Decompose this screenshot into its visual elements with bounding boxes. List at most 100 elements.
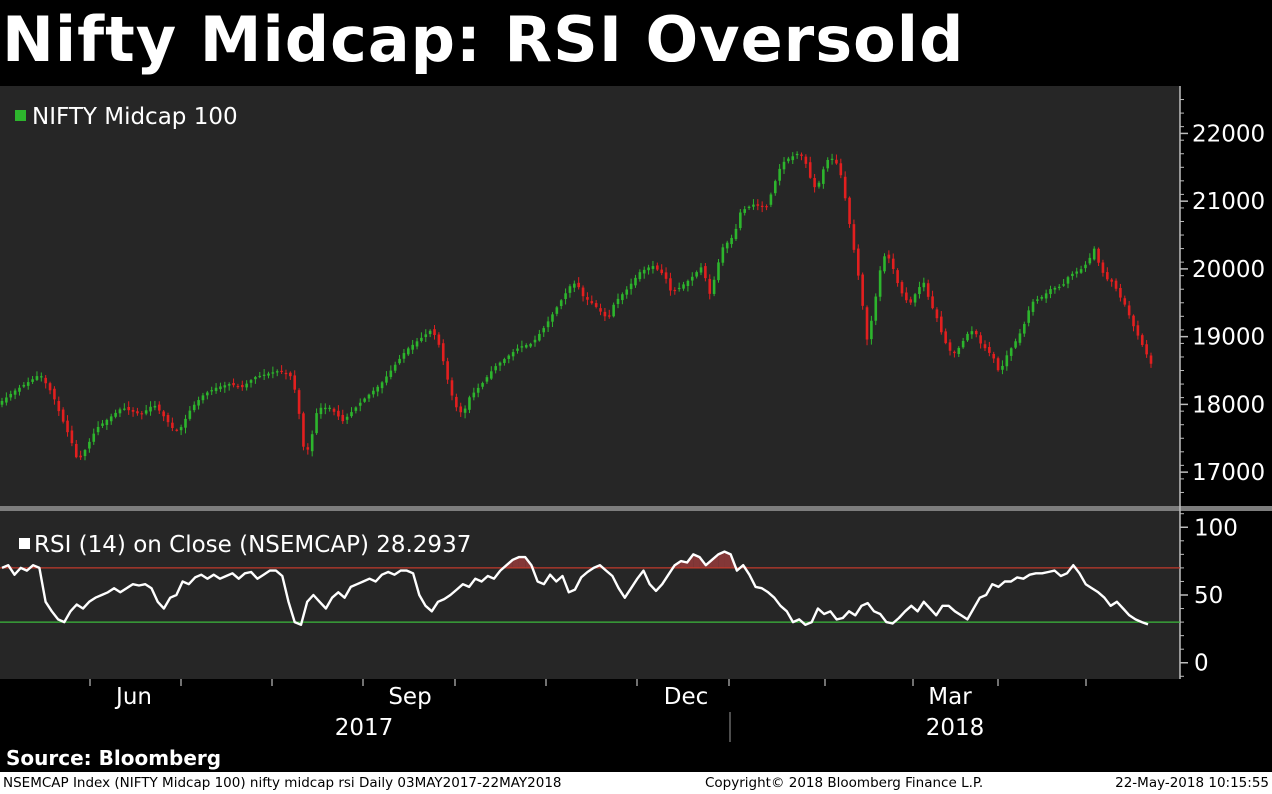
candle-body (677, 287, 681, 290)
candle-body (74, 443, 78, 458)
candle-body (546, 321, 550, 328)
page-title: Nifty Midcap: RSI Oversold (2, 3, 965, 76)
candle-body (717, 262, 720, 281)
legend-swatch-green (15, 110, 26, 121)
candle-body (131, 409, 135, 412)
candle-body (494, 366, 497, 371)
candle-body (96, 426, 100, 433)
candle-body (389, 370, 393, 377)
candle-body (1040, 297, 1044, 299)
candle-body (690, 276, 694, 281)
candle-body (214, 387, 218, 392)
candle-body (61, 409, 65, 422)
candle-body (35, 376, 39, 380)
candle-body (642, 269, 646, 274)
rsi-legend[interactable]: RSI (14) on Close (NSEMCAP) 28.2937 (19, 532, 471, 558)
candle-body (822, 169, 825, 184)
candle-body (918, 287, 921, 295)
candle-body (830, 158, 834, 160)
candle-body (1057, 286, 1061, 288)
candle-body (450, 380, 454, 396)
candle-body (149, 406, 152, 412)
candle-body (808, 162, 812, 178)
candle-body (686, 280, 690, 287)
candle-body (970, 331, 974, 335)
candle-body (1136, 325, 1140, 336)
candle-body (900, 282, 904, 294)
candle-body (249, 380, 253, 383)
candle-body (206, 392, 209, 396)
candle-body (219, 386, 222, 390)
candle-body (507, 355, 511, 359)
candle-body (874, 296, 878, 321)
candle-body (612, 304, 615, 317)
candle-body (197, 400, 200, 406)
candle-body (166, 415, 170, 423)
x-axis-background (0, 679, 1272, 746)
candle-body (568, 286, 572, 293)
candle-body (756, 204, 760, 206)
candle-body (184, 418, 187, 428)
candle-body (57, 401, 61, 412)
price-tick-label: 21000 (1192, 189, 1265, 215)
price-legend[interactable]: NIFTY Midcap 100 (15, 104, 238, 130)
candle-body (481, 383, 484, 387)
candle-body (157, 404, 161, 411)
candle-body (363, 398, 366, 402)
candle-body (1044, 293, 1048, 299)
candle-body (171, 422, 174, 429)
candle-body (53, 388, 56, 400)
candle-body (92, 433, 96, 442)
candle-body (424, 334, 428, 338)
candle-body (957, 347, 961, 354)
candle-body (1110, 279, 1113, 282)
candle-body (1101, 262, 1105, 273)
rsi-layer (0, 550, 1180, 626)
footer-ticker-info: NSEMCAP Index (NIFTY Midcap 100) nifty m… (3, 775, 562, 791)
candle-body (262, 374, 266, 376)
candle-body (791, 156, 795, 161)
candle-body (376, 386, 380, 392)
candle-body (782, 161, 786, 170)
candle-body (878, 270, 882, 297)
candle-body (48, 383, 52, 391)
candle-body (896, 270, 899, 284)
rsi-tick-label: 0 (1194, 651, 1209, 677)
candle-body (529, 343, 532, 347)
candle-body (983, 344, 987, 349)
candle-body (817, 182, 821, 187)
candle-body (555, 307, 559, 314)
candle-body (734, 228, 738, 240)
candle-body (267, 373, 270, 376)
candle-body (647, 267, 650, 271)
footer-timestamp: 22-May-2018 10:15:55 (1115, 775, 1269, 791)
candle-body (516, 348, 519, 351)
candle-body (926, 283, 930, 297)
candle-body (437, 334, 441, 345)
candle-body (323, 407, 327, 410)
candle-body (70, 430, 74, 444)
candle-body (315, 413, 318, 434)
x-axis: Jun Sep Dec Mar 2017 2018 (89, 679, 1087, 742)
rsi-overbought-fill (518, 557, 526, 568)
month-label-sep: Sep (388, 684, 431, 710)
candle-body (577, 282, 580, 288)
candle-body (153, 405, 157, 408)
candle-body (974, 330, 978, 335)
candle-body (1106, 272, 1109, 280)
candle-body (1149, 355, 1153, 364)
candle-body (236, 385, 240, 388)
candle-body (79, 455, 82, 458)
candle-body (201, 395, 205, 401)
candle-body (909, 299, 913, 303)
candle-body (232, 382, 235, 386)
candle-body (328, 407, 331, 409)
candle-body (704, 266, 707, 279)
candle-body (1009, 348, 1013, 356)
candle-body (1018, 333, 1022, 343)
candle-body (83, 450, 87, 457)
candle-body (564, 293, 567, 300)
candle-body (210, 390, 214, 392)
candle-body (1145, 344, 1148, 355)
candle-body (372, 390, 375, 395)
